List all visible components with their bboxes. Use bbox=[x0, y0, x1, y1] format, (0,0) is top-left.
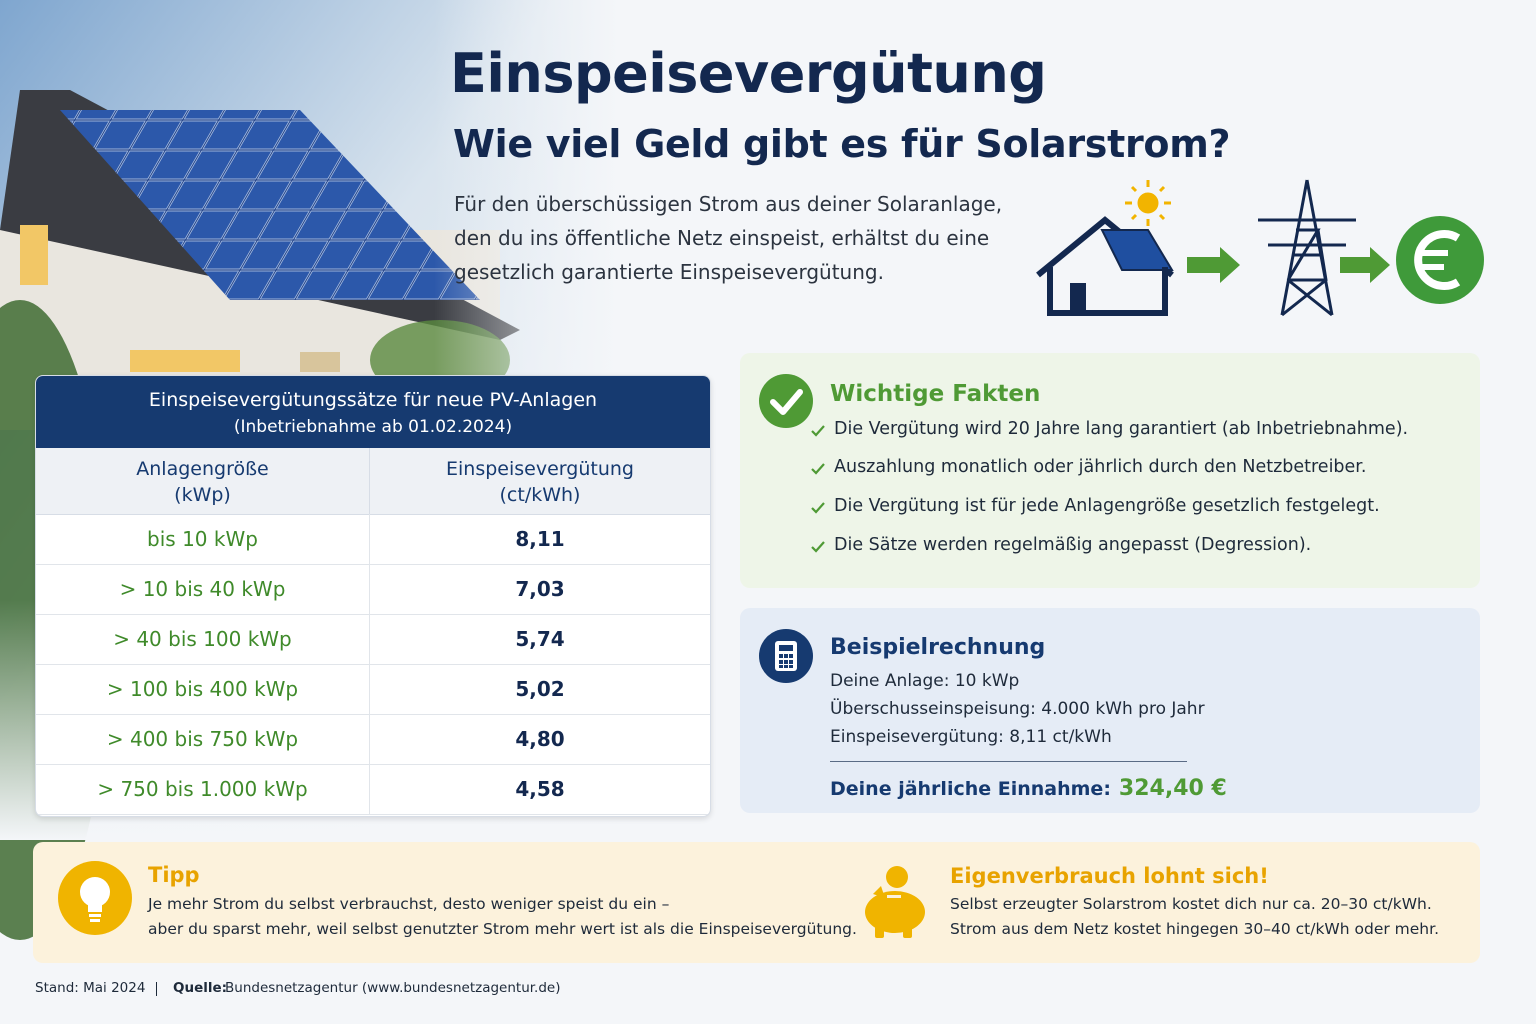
fact-check bbox=[811, 541, 825, 553]
title: Einspeisevergütung bbox=[450, 42, 1047, 105]
size-cell: > 10 bis 40 kWp bbox=[36, 564, 370, 615]
fact-check bbox=[811, 425, 825, 437]
rate-cell: 5,02 bbox=[370, 664, 710, 715]
size-cell: > 400 bis 750 kWp bbox=[36, 714, 370, 765]
example-line: Deine Anlage: 10 kWp bbox=[830, 671, 1020, 691]
example-line: Einspeisevergütung: 8,11 ct/kWh bbox=[830, 727, 1112, 747]
footer-source: Bundesnetzagentur (www.bundesnetzagentur… bbox=[225, 980, 561, 996]
own-use-line: Selbst erzeugter Solarstrom kostet dich … bbox=[950, 895, 1432, 913]
process-icons bbox=[1036, 179, 1484, 317]
size-cell: > 100 bis 400 kWp bbox=[36, 664, 370, 715]
own-use-line: Strom aus dem Netz kostet hingegen 30–40… bbox=[950, 920, 1439, 938]
rate-cell: 7,03 bbox=[370, 564, 710, 615]
fact-item: Die Vergütung ist für jede Anlagengröße … bbox=[834, 496, 1380, 516]
intro-line: den du ins öffentliche Netz einspeist, e… bbox=[454, 226, 990, 250]
intro-line: Für den überschüssigen Strom aus deiner … bbox=[454, 192, 1003, 216]
footer-stand: Stand: Mai 2024 bbox=[35, 980, 146, 996]
tip-line: Je mehr Strom du selbst verbrauchst, des… bbox=[148, 895, 670, 913]
example-line: Überschusseinspeisung: 4.000 kWh pro Jah… bbox=[830, 699, 1205, 719]
column-header-line: (kWp) bbox=[174, 484, 231, 506]
column-header-line: Einspeisevergütung bbox=[446, 458, 634, 480]
rate-table: Einspeisevergütungssätze für neue PV-Anl… bbox=[35, 375, 711, 817]
result-value: 324,40 € bbox=[1118, 776, 1227, 801]
footer-source-label: Quelle: bbox=[173, 980, 228, 996]
tip-band: Tipp Je mehr Strom du selbst verbrauchst… bbox=[33, 842, 1480, 963]
size-cell: bis 10 kWp bbox=[36, 514, 370, 565]
size-cell: > 40 bis 100 kWp bbox=[36, 614, 370, 665]
example-result: Deine jährliche Einnahme: 324,40 € bbox=[830, 776, 1227, 801]
fact-item: Die Vergütung wird 20 Jahre lang garanti… bbox=[834, 419, 1409, 439]
size-cell: > 750 bis 1.000 kWp bbox=[36, 764, 370, 815]
piggy-icon bbox=[865, 866, 925, 938]
table-header: Einspeisevergütungssätze für neue PV-Anl… bbox=[36, 376, 710, 448]
rate-cell: 4,80 bbox=[370, 714, 710, 765]
own-use-title: Eigenverbrauch lohnt sich! bbox=[950, 864, 1269, 888]
fact-item: Auszahlung monatlich oder jährlich durch… bbox=[834, 457, 1367, 477]
column-header: Anlagengröße (kWp) bbox=[36, 448, 370, 515]
facts-title: Wichtige Fakten bbox=[830, 381, 1041, 407]
rate-cell: 4,58 bbox=[370, 764, 710, 815]
tip-line: aber du sparst mehr, weil selbst genutzt… bbox=[148, 920, 857, 938]
table-subtitle: (Inbetriebnahme ab 01.02.2024) bbox=[233, 417, 513, 437]
example-title: Beispielrechnung bbox=[830, 635, 1046, 660]
calculator-icon bbox=[759, 629, 813, 683]
divider bbox=[830, 761, 1187, 762]
bulb-icon bbox=[58, 861, 132, 935]
facts-card: Wichtige Fakten Die Vergütung wird 20 Ja… bbox=[740, 353, 1480, 588]
result-label: Deine jährliche Einnahme: bbox=[830, 778, 1111, 800]
column-header-line: (ct/kWh) bbox=[499, 484, 581, 506]
subtitle: Wie viel Geld gibt es für Solarstrom? bbox=[453, 122, 1231, 166]
tip-title: Tipp bbox=[148, 863, 200, 887]
table-title: Einspeisevergütungssätze für neue PV-Anl… bbox=[148, 389, 598, 411]
check-icon bbox=[759, 374, 813, 428]
fact-item: Die Sätze werden regelmäßig angepasst (D… bbox=[834, 535, 1312, 555]
footer-separator bbox=[156, 982, 157, 996]
fact-check bbox=[811, 502, 825, 514]
intro-line: gesetzlich garantierte Einspeisevergütun… bbox=[454, 260, 884, 284]
example-card: Beispielrechnung Deine Anlage: 10 kWp Üb… bbox=[740, 608, 1480, 813]
rate-cell: 8,11 bbox=[370, 514, 710, 565]
fact-check bbox=[811, 463, 825, 475]
column-header: Einspeisevergütung (ct/kWh) bbox=[370, 448, 710, 515]
column-header-line: Anlagengröße bbox=[136, 458, 269, 480]
rate-cell: 5,74 bbox=[370, 614, 710, 665]
